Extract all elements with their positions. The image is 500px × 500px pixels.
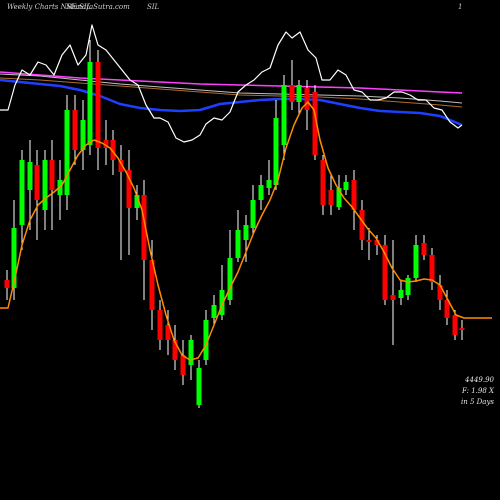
candle-up [243,225,249,240]
candle-down [103,140,109,148]
ma-blue-line [0,78,463,127]
candle-down [157,310,163,340]
candle-down [351,180,357,210]
candle-up [273,118,279,185]
candle-down [374,240,380,245]
candle-up [134,195,140,208]
candle-up [203,320,209,360]
candle-down [437,285,443,300]
candle-up [336,188,342,207]
candle-down [390,295,396,300]
candle-down [304,88,310,110]
candle-up [296,85,302,102]
candle-down [459,328,465,330]
white-indicator-line [0,24,463,143]
candle-up [227,258,233,300]
candle-up [211,305,217,318]
candle-down [320,160,326,205]
candle-down [421,243,427,255]
candle-up [343,182,349,190]
candle-down [172,340,178,360]
candle-up [19,160,25,225]
ma-brown-line [0,77,463,108]
candle-down [289,85,295,102]
ma-magenta-line [0,71,463,94]
candle-up [235,230,241,258]
candle-down [359,210,365,240]
candle-up [80,120,86,150]
candle-down [312,92,318,155]
candle-down [4,280,10,288]
candle-up [258,185,264,200]
chart-title: Weekly Charts NSE:SIL [7,3,92,11]
candle-down [149,260,155,310]
candle-up [405,278,411,295]
candle-down [118,160,124,172]
candle-down [180,355,186,375]
candle-down [141,195,147,260]
candle-up [64,110,70,195]
candle-up [281,85,287,145]
candle-up [219,290,225,315]
candle-down [328,190,334,205]
candle-up [42,160,48,210]
candle-up [266,180,272,188]
candle-up [250,200,256,228]
candle-down [95,62,101,148]
ema-short-line [0,101,492,361]
candle-up [188,340,194,365]
watermark: MunafaSutra.com [66,3,130,11]
symbol-label: SIL [147,3,160,11]
candle-down [165,325,171,340]
candle-down [382,245,388,300]
candle-down [110,140,116,160]
candle-up [196,368,202,405]
candle-up [398,290,404,298]
candle-down [366,240,372,242]
candle-up [413,245,419,278]
period-label: in 5 Days [461,398,494,406]
ma-gray-line [0,73,463,104]
candles [0,40,492,408]
candle-down [429,255,435,282]
candle-up [11,228,17,288]
moving-averages [0,24,463,143]
candle-up [27,162,33,190]
candle-up [87,62,93,145]
candle-down [452,315,458,335]
candle-down [72,110,78,150]
candle-down [49,160,55,190]
candle-down [126,170,132,208]
change-label: F: 1.98 X [462,387,494,395]
candle-down [444,300,450,318]
price-label: 4449.90 [465,376,494,384]
page-number: 1 [458,3,463,11]
candle-down [34,165,40,200]
